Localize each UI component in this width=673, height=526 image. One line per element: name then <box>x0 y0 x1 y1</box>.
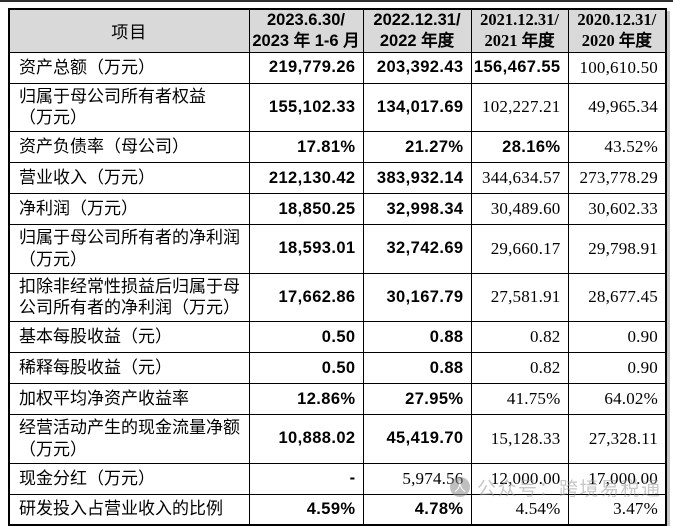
table-header-row: 项目 2023.6.30/2023 年 1-6 月 2022.12.31/2022 … <box>8 8 667 53</box>
table-row: 资产总额（万元） 219,779.26 203,392.43 156,467.55 10… <box>8 51 667 84</box>
row-label-cell: 资产负债率（母公司） <box>8 131 250 163</box>
value-cell: 10,888.02 <box>248 414 364 464</box>
value-cell: 203,392.43 <box>362 51 472 84</box>
value-cell: 17,662.86 <box>248 272 364 322</box>
value-cell: 134,017.69 <box>362 82 472 132</box>
value-cell: 28,677.45 <box>567 272 667 322</box>
table-row: 基本每股收益（元） 0.50 0.88 0.82 0.90 <box>8 321 667 353</box>
table-row: 归属于母公司所有者的净利润 （万元） 18,593.01 32,742.69 29,6… <box>8 224 667 274</box>
table-row: 资产负债率（母公司） 17.81% 21.27% 28.16% 43.52% <box>8 131 667 163</box>
column-header-period: 2022.12.31/2022 年度 <box>362 8 472 53</box>
value-cell: 100,610.50 <box>567 51 667 84</box>
value-cell: 18,850.25 <box>248 193 364 225</box>
value-cell: 21.27% <box>362 131 472 163</box>
period-date-line: 2022.12.31/ <box>373 11 461 30</box>
column-header-period: 2021.12.31/2021 年度 <box>470 8 569 53</box>
period-date-line: 2023.6.30/ <box>267 11 345 30</box>
row-label-cell: 归属于母公司所有者权益 （万元） <box>8 82 250 132</box>
value-cell: 3.47% <box>567 493 667 526</box>
value-cell: 41.75% <box>470 383 569 415</box>
table-row: 研发投入占营业收入的比例 4.59% 4.78% 4.54% 3.47% <box>8 493 667 526</box>
row-label-cell: 基本每股收益（元） <box>8 321 250 353</box>
value-cell: 212,130.42 <box>248 162 364 194</box>
row-label-cell: 净利润（万元） <box>8 193 250 225</box>
table-row: 归属于母公司所有者权益 （万元） 155,102.33 134,017.69 102,… <box>8 82 667 132</box>
value-cell: 17.81% <box>248 131 364 163</box>
value-cell: 12.86% <box>248 383 364 415</box>
table-row: 经营活动产生的现金流量净额 （万元） 10,888.02 45,419.70 15,1… <box>8 414 667 464</box>
value-cell: 15,128.33 <box>470 414 569 464</box>
value-cell: 43.52% <box>567 131 667 163</box>
value-cell: 49,965.34 <box>567 82 667 132</box>
table-row: 扣除非经常性损益后归属于母 公司所有者的净利润（万元） 17,662.86 30,1… <box>8 272 667 322</box>
value-cell: 344,634.57 <box>470 162 569 194</box>
value-cell: 219,779.26 <box>248 51 364 84</box>
period-date-line: 2021.12.31/ <box>480 10 559 30</box>
period-label-line: 2022 年度 <box>379 31 455 50</box>
column-header-period: 2023.6.30/2023 年 1-6 月 <box>248 8 364 53</box>
value-cell: 29,660.17 <box>470 224 569 274</box>
value-cell: 102,227.21 <box>470 82 569 132</box>
value-cell: 0.88 <box>362 352 472 384</box>
value-cell: 17,000.00 <box>567 462 667 495</box>
column-header-item: 项目 <box>8 8 250 53</box>
column-header-period: 2020.12.31/2020 年度 <box>567 8 667 53</box>
value-cell: 0.90 <box>567 321 667 353</box>
table-row: 现金分红（万元） -5,974.56 12,000.00 17,000.00 <box>8 462 667 495</box>
value-cell: 156,467.55 <box>470 51 569 84</box>
value-cell: 0.90 <box>567 352 667 384</box>
row-label-cell: 营业收入（万元） <box>8 162 250 194</box>
value-cell: 18,593.01 <box>248 224 364 274</box>
value-cell: 30,167.79 <box>362 272 472 322</box>
table-row: 净利润（万元） 18,850.25 32,998.34 30,489.60 30,602… <box>8 193 667 225</box>
period-label-line: 2023 年 1-6 月 <box>252 31 360 50</box>
row-label-cell: 归属于母公司所有者的净利润 （万元） <box>8 224 250 274</box>
value-cell: 0.50 <box>248 321 364 353</box>
value-cell: 0.82 <box>470 352 569 384</box>
value-cell: 27,581.91 <box>470 272 569 322</box>
value-cell: 27,328.11 <box>567 414 667 464</box>
row-label-cell: 经营活动产生的现金流量净额 （万元） <box>8 414 250 464</box>
value-cell: 29,798.91 <box>567 224 667 274</box>
value-cell: 45,419.70 <box>362 414 472 464</box>
top-divider-line <box>0 0 673 2</box>
value-cell: 5,974.56 <box>362 462 472 495</box>
value-cell: 27.95% <box>362 383 472 415</box>
period-label-line: 2021 年度 <box>484 30 555 50</box>
value-cell: 155,102.33 <box>248 82 364 132</box>
period-date-line: 2020.12.31/ <box>577 10 657 30</box>
period-label-line: 2020 年度 <box>581 30 652 50</box>
value-cell: 273,778.29 <box>567 162 667 194</box>
value-cell: 4.59% <box>248 493 364 526</box>
value-cell: 30,489.60 <box>470 193 569 225</box>
value-cell: 30,602.33 <box>567 193 667 225</box>
value-cell: 0.88 <box>362 321 472 353</box>
value-cell: 383,932.14 <box>362 162 472 194</box>
table-row: 营业收入（万元） 212,130.42 383,932.14 344,634.57 27… <box>8 162 667 194</box>
value-cell: 4.78% <box>362 493 472 526</box>
value-cell: 4.54% <box>470 493 569 526</box>
value-cell: 12,000.00 <box>470 462 569 495</box>
value-cell: 0.82 <box>470 321 569 353</box>
value-cell: 32,742.69 <box>362 224 472 274</box>
table-row: 稀释每股收益（元） 0.50 0.88 0.82 0.90 <box>8 352 667 384</box>
row-label-cell: 研发投入占营业收入的比例 <box>8 493 250 526</box>
value-cell: 28.16% <box>470 131 569 163</box>
value-cell: 32,998.34 <box>362 193 472 225</box>
value-cell: 0.50 <box>248 352 364 384</box>
financial-summary-table: 项目 2023.6.30/2023 年 1-6 月 2022.12.31/2022 … <box>8 8 667 526</box>
row-label-cell: 加权平均净资产收益率 <box>8 383 250 415</box>
table-row: 加权平均净资产收益率 12.86% 27.95% 41.75% 64.02% <box>8 383 667 415</box>
row-label-cell: 扣除非经常性损益后归属于母 公司所有者的净利润（万元） <box>8 272 250 322</box>
value-cell: 64.02% <box>567 383 667 415</box>
row-label-cell: 稀释每股收益（元） <box>8 352 250 384</box>
row-label-cell: 资产总额（万元） <box>8 51 250 84</box>
row-label-cell: 现金分红（万元） <box>8 462 250 495</box>
value-cell: - <box>248 462 364 495</box>
